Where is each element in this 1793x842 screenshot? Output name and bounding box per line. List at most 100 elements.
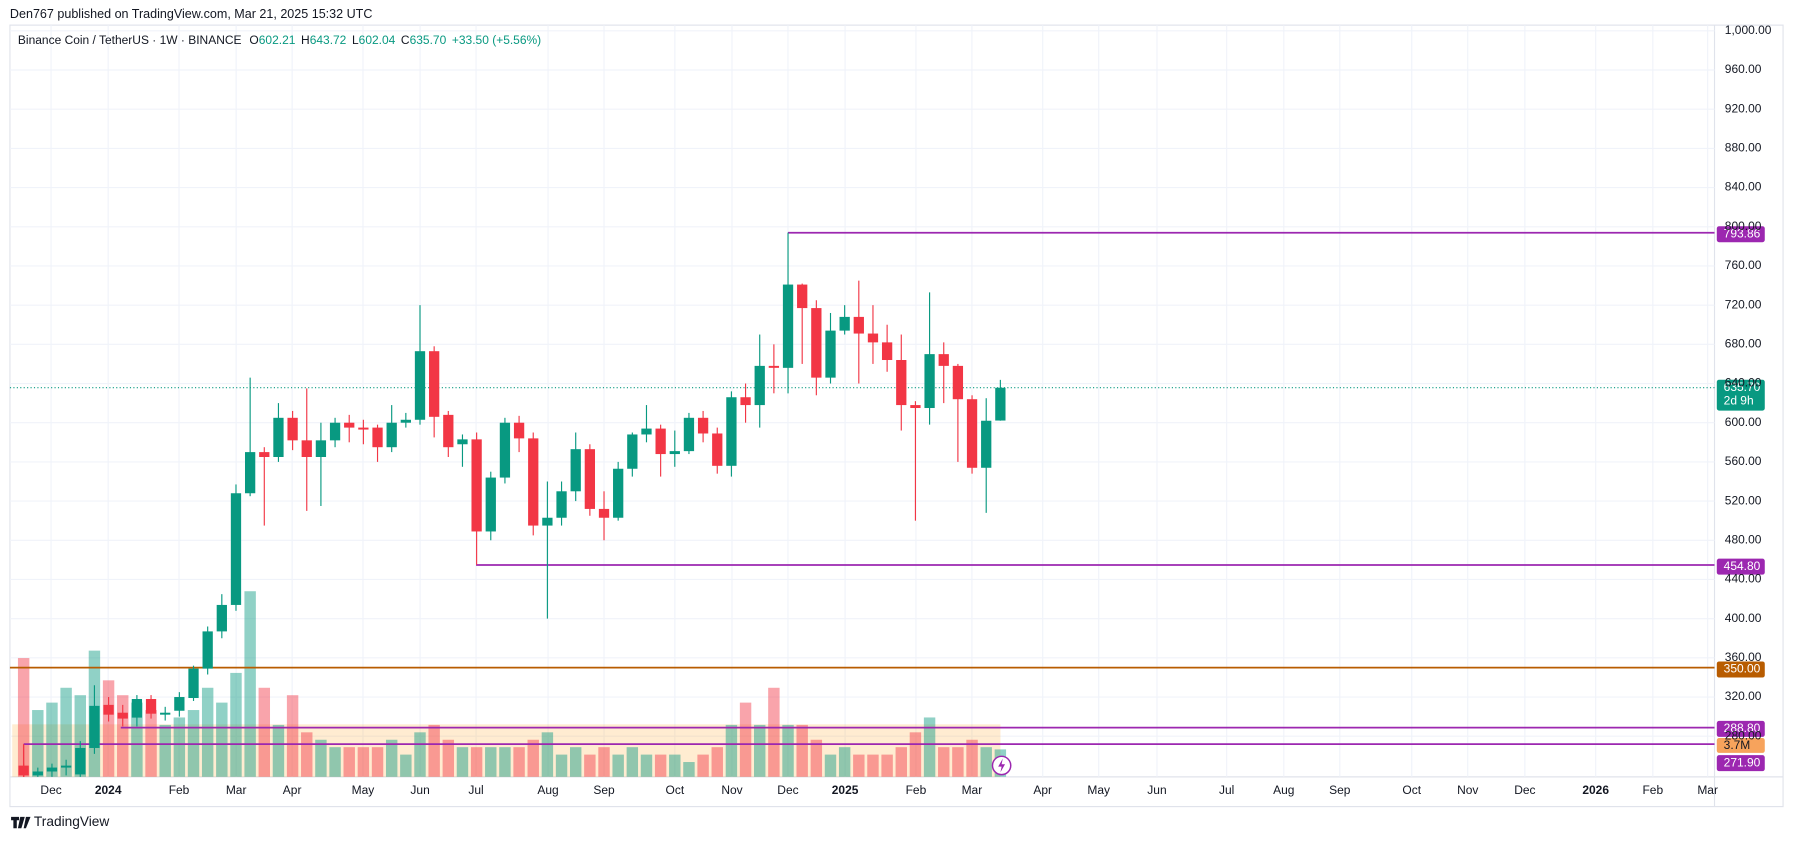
y-tick-label: 560.00	[1725, 454, 1762, 468]
time-axis: Dec 2024 Feb Mar Apr May Jun Jul Aug Sep Oct Nov Dec…	[40, 783, 1718, 797]
candle-body	[811, 308, 822, 378]
x-tick-label: Oct	[1402, 783, 1421, 797]
candle-body	[301, 440, 312, 457]
candle-body	[910, 405, 921, 409]
y-tick-label: 600.00	[1725, 415, 1762, 429]
volume-bar	[669, 754, 681, 777]
volume-bar	[598, 747, 610, 777]
candle-body	[570, 449, 581, 492]
x-tick-label: Mar	[226, 783, 247, 797]
volume-bar	[272, 724, 285, 777]
volume-bar	[470, 747, 483, 777]
y-tick-label: 400.00	[1725, 611, 1762, 625]
candle-body	[202, 631, 213, 669]
volume-bar	[768, 687, 780, 777]
timer-icon	[991, 755, 1012, 776]
candle-body	[782, 284, 794, 368]
candle-body	[797, 284, 808, 309]
candle-body	[697, 417, 709, 434]
candle-body	[131, 698, 143, 718]
last-price-bg	[1716, 379, 1765, 411]
candle-body	[825, 330, 836, 378]
legend-symbol: Binance Coin / TetherUS · 1W · BINANCE	[18, 33, 242, 47]
logo-icon	[11, 816, 31, 829]
x-tick-label: Aug	[537, 783, 558, 797]
candle-body	[584, 449, 596, 509]
x-tick-label: Feb	[906, 783, 927, 797]
level-label: 454.80	[1724, 559, 1761, 573]
y-tick-label: 520.00	[1725, 493, 1762, 507]
y-tick-label: 320.00	[1725, 689, 1762, 703]
footer-logo: TradingView	[11, 814, 109, 829]
x-tick-label: Jul	[1219, 783, 1234, 797]
candle-body	[924, 354, 935, 409]
volume-bar	[838, 747, 851, 777]
candle-body	[46, 767, 58, 772]
level-label-bg	[1716, 558, 1765, 575]
candle-body	[358, 427, 369, 430]
x-tick-label: Apr	[283, 783, 302, 797]
candle-body	[683, 417, 695, 452]
volume-label: 3.7M	[1724, 738, 1751, 752]
y-tick-label: 920.00	[1725, 101, 1762, 115]
candle-body	[386, 422, 397, 448]
volume-bar	[683, 762, 695, 777]
y-tick-label: 640.00	[1725, 376, 1762, 390]
volume-bar	[485, 747, 497, 777]
candle-body	[726, 397, 737, 466]
volume-bar	[371, 747, 384, 777]
y-tick-label: 800.00	[1725, 219, 1762, 233]
candle-body	[60, 765, 72, 768]
y-tick-label: 840.00	[1725, 180, 1762, 194]
candle-body	[641, 428, 652, 435]
volume-bar	[895, 747, 907, 777]
volume-bar	[952, 747, 964, 777]
candle-body	[740, 397, 751, 406]
volume-bar	[201, 687, 214, 777]
x-tick-label: Dec	[777, 783, 798, 797]
level-label-bg	[1716, 720, 1765, 737]
volume-bar	[46, 702, 58, 777]
x-tick-label: Nov	[1457, 783, 1478, 797]
volume-bar	[102, 680, 115, 777]
volume-bar	[315, 739, 327, 777]
volume-label-bg	[1716, 738, 1765, 753]
candle-body	[881, 342, 893, 361]
volume-bar	[569, 747, 582, 777]
volume-bar	[173, 717, 186, 777]
candle-body	[216, 604, 227, 632]
candle-body	[89, 705, 100, 748]
level-label: 350.00	[1724, 662, 1761, 676]
x-tick-label: Mar	[962, 783, 983, 797]
volume-profile	[12, 724, 1001, 777]
volume-bar	[527, 739, 539, 777]
x-tick-label: Feb	[169, 783, 190, 797]
volume-bar	[796, 724, 808, 777]
level-label-bg	[1716, 755, 1765, 772]
volume-bar	[725, 724, 738, 777]
candle-body	[230, 493, 242, 605]
volume-bar	[131, 702, 143, 777]
volume-bar	[414, 732, 426, 777]
y-tick-label: 480.00	[1725, 532, 1762, 546]
candle-body	[145, 698, 157, 714]
volume-bar	[711, 747, 723, 777]
volume-bar	[881, 754, 893, 777]
volume-bar	[782, 724, 794, 777]
candle-body	[981, 420, 992, 468]
volume-bar	[541, 732, 554, 777]
volume-bar	[456, 747, 469, 777]
candle-body	[287, 417, 298, 441]
footer: TradingView	[34, 814, 109, 829]
candle-body	[174, 697, 185, 711]
x-tick-label: Nov	[721, 783, 742, 797]
candle-body	[867, 333, 879, 343]
candle-body	[315, 440, 327, 457]
candle-body	[499, 422, 511, 478]
level-label-bg	[1716, 226, 1765, 243]
x-tick-label: Dec	[1514, 783, 1535, 797]
legend-value: 602.04	[359, 33, 396, 47]
volume-bar	[697, 754, 709, 777]
candle-body	[896, 360, 907, 406]
